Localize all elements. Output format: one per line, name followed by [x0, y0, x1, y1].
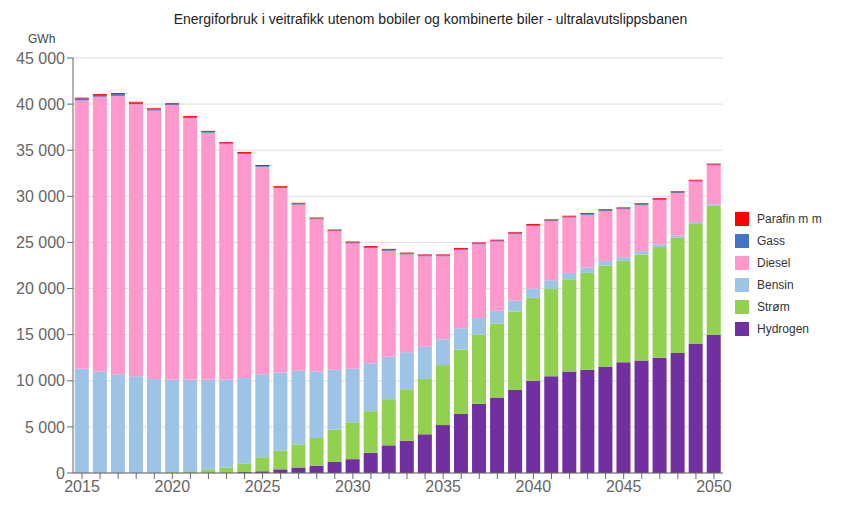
- svg-text:30 000: 30 000: [16, 188, 65, 205]
- svg-text:10 000: 10 000: [16, 372, 65, 389]
- html-text:Gass: Gass: [757, 234, 785, 248]
- html-text:Parafin m m: Parafin m m: [757, 212, 822, 226]
- svg-text:2025: 2025: [245, 478, 281, 495]
- svg-text:2035: 2035: [425, 478, 461, 495]
- html-text:Bensin: Bensin: [757, 278, 794, 292]
- svg-text:2045: 2045: [606, 478, 642, 495]
- html-text:Hydrogen: Hydrogen: [757, 322, 809, 336]
- svg-text:2050: 2050: [696, 478, 732, 495]
- svg-text:2030: 2030: [335, 478, 371, 495]
- svg-text:5 000: 5 000: [25, 419, 65, 436]
- svg-text:2015: 2015: [64, 478, 100, 495]
- svg-text:0: 0: [56, 465, 65, 482]
- svg-text:25 000: 25 000: [16, 234, 65, 251]
- html-text:Energiforbruk i veitrafikk ute: Energiforbruk i veitrafikk utenom bobile…: [173, 11, 688, 27]
- svg-text:15 000: 15 000: [16, 326, 65, 343]
- svg-text:40 000: 40 000: [16, 96, 65, 113]
- svg-text:2020: 2020: [155, 478, 191, 495]
- html-text:Diesel: Diesel: [757, 256, 791, 270]
- svg-text:45 000: 45 000: [16, 50, 65, 67]
- svg-text:20 000: 20 000: [16, 280, 65, 297]
- svg-text:35 000: 35 000: [16, 142, 65, 159]
- html-text:Strøm: Strøm: [757, 300, 790, 314]
- html-text:GWh: GWh: [28, 32, 56, 46]
- svg-text:2040: 2040: [516, 478, 552, 495]
